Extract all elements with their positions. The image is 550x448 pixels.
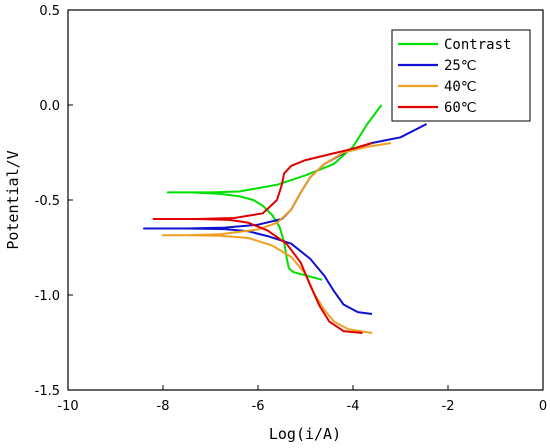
- y-tick-label: 0.0: [39, 99, 60, 114]
- x-axis-title: Log(i/A): [269, 425, 341, 443]
- series-line: [166, 104, 383, 281]
- series-layer: [143, 104, 428, 334]
- x-tick-label: -4: [347, 399, 360, 414]
- x-tick-label: -6: [252, 399, 265, 414]
- x-tick-label: -2: [442, 399, 455, 414]
- x-tick-label: -8: [157, 399, 170, 414]
- legend-label: 25℃: [444, 58, 477, 74]
- legend-label: 40℃: [444, 79, 477, 95]
- series-line: [152, 142, 373, 334]
- y-tick-label: -1.0: [35, 289, 60, 304]
- legend-label: 60℃: [444, 100, 477, 116]
- legend-label: Contrast: [444, 37, 511, 53]
- y-tick-label: -1.5: [35, 384, 60, 399]
- x-tick-label: 0: [539, 399, 547, 414]
- legend-items: Contrast 25℃ 40℃ 60℃: [398, 37, 511, 116]
- series-line: [162, 142, 392, 334]
- x-tick-label: -10: [57, 399, 78, 414]
- y-tick-label: -0.5: [35, 194, 60, 209]
- y-tick-label: 0.5: [39, 4, 60, 19]
- legend: Contrast 25℃ 40℃ 60℃: [391, 29, 531, 122]
- legend-box: [391, 29, 531, 122]
- axis-ticks: -10 -8 -6 -4 -2 0 0.5 0.0 -0.5 -1.0 -1.5: [35, 4, 548, 414]
- y-axis-title: Potential/V: [4, 150, 22, 249]
